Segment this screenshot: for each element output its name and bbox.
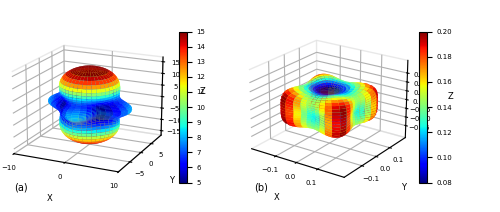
Y-axis label: Y: Y bbox=[402, 183, 406, 192]
X-axis label: X: X bbox=[274, 193, 279, 202]
X-axis label: X: X bbox=[47, 194, 52, 203]
Y-axis label: Y: Y bbox=[168, 176, 173, 185]
Text: (b): (b) bbox=[254, 183, 268, 192]
Text: (a): (a) bbox=[14, 183, 28, 192]
